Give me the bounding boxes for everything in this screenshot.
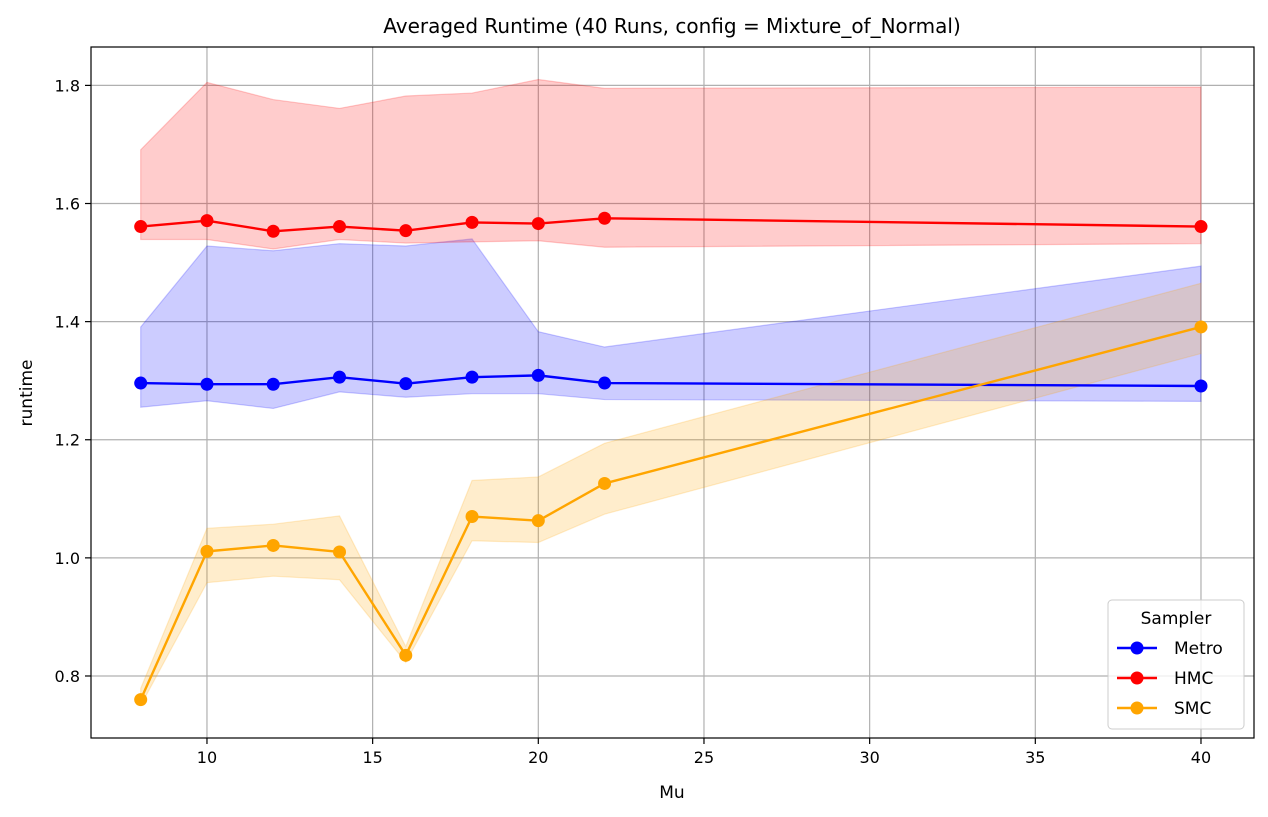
legend-smc-marker (1130, 701, 1144, 715)
metro-band (140, 238, 1202, 410)
legend-hmc-marker (1130, 671, 1144, 685)
y-axis-label: runtime (17, 360, 37, 427)
y-tick-label: 1.6 (55, 195, 80, 214)
x-tick-label: 15 (362, 748, 382, 767)
x-axis-ticks: 10 15 20 25 30 35 40 (197, 738, 1211, 767)
metro-point (399, 377, 413, 391)
y-tick-label: 1.2 (55, 431, 80, 450)
plot-frame (90, 46, 1255, 739)
series-points (134, 211, 1208, 707)
x-tick-label: 40 (1191, 748, 1211, 767)
metro-point (598, 376, 612, 390)
smc-point (1194, 320, 1208, 334)
metro-point (134, 376, 148, 390)
metro-point (531, 368, 545, 382)
hmc-point (1194, 220, 1208, 234)
hmc-point (200, 214, 214, 228)
hmc-point (598, 211, 612, 225)
metro-point (333, 370, 347, 384)
smc-point (200, 544, 214, 558)
smc-point (465, 510, 479, 524)
hmc-band (140, 78, 1202, 250)
legend-metro-marker (1130, 641, 1144, 655)
hmc-point (134, 220, 148, 234)
legend-metro-label: Metro (1174, 639, 1223, 659)
metro-point (200, 377, 214, 391)
x-tick-label: 10 (197, 748, 217, 767)
legend-title: Sampler (1141, 609, 1212, 629)
smc-point (134, 693, 148, 707)
x-tick-label: 35 (1025, 748, 1045, 767)
smc-point (399, 648, 413, 662)
y-tick-label: 1.4 (55, 313, 80, 332)
hmc-point (333, 220, 347, 234)
metro-point (1194, 379, 1208, 393)
x-axis-label: Mu (659, 783, 684, 803)
x-tick-label: 25 (694, 748, 714, 767)
y-axis-ticks: 0.8 1.0 1.2 1.4 1.6 1.8 (55, 76, 91, 686)
grid-lines (91, 47, 1254, 738)
smc-band (140, 282, 1202, 706)
x-tick-label: 20 (528, 748, 548, 767)
chart-title: Averaged Runtime (40 Runs, config = Mixt… (383, 14, 961, 38)
hmc-point (399, 224, 413, 238)
hmc-point (531, 217, 545, 231)
metro-point (465, 370, 479, 384)
x-tick-label: 30 (859, 748, 879, 767)
legend-box (1107, 599, 1245, 730)
y-tick-label: 0.8 (55, 667, 80, 686)
y-tick-label: 1.0 (55, 549, 80, 568)
confidence-bands (140, 78, 1202, 706)
legend-smc-label: SMC (1174, 699, 1211, 719)
hmc-point (465, 215, 479, 229)
smc-point (598, 476, 612, 490)
smc-point (531, 514, 545, 528)
smc-point (266, 538, 280, 552)
y-tick-label: 1.8 (55, 76, 80, 95)
metro-point (266, 377, 280, 391)
legend-hmc-label: HMC (1174, 669, 1213, 689)
legend: Sampler Metro HMC SMC (1107, 599, 1245, 730)
smc-point (333, 545, 347, 559)
hmc-point (266, 224, 280, 238)
